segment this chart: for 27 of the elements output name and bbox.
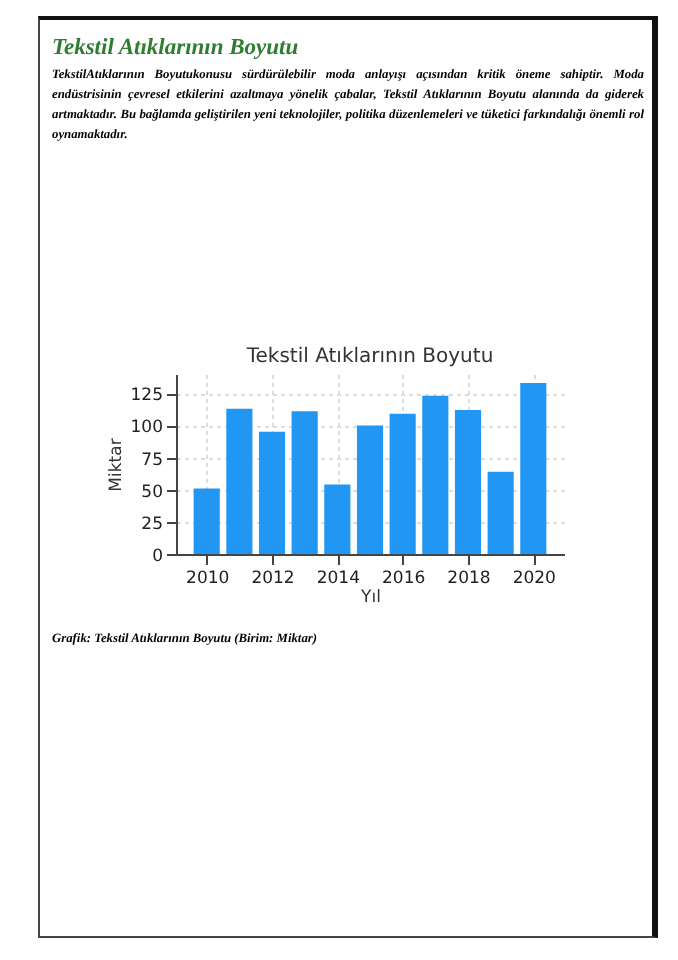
x-axis-title: Yıl bbox=[359, 588, 381, 608]
bar bbox=[258, 431, 286, 554]
y-tick-label: 50 bbox=[141, 482, 163, 503]
bar bbox=[356, 425, 384, 554]
x-tick-label: 2020 bbox=[512, 569, 556, 589]
y-tick-label: 75 bbox=[141, 450, 163, 471]
y-tick-label: 125 bbox=[130, 386, 163, 407]
x-tick-label: 2010 bbox=[186, 569, 230, 589]
y-tick-label: 25 bbox=[141, 514, 163, 535]
y-axis-title: Miktar bbox=[106, 437, 127, 492]
x-tick-label: 2016 bbox=[382, 569, 426, 589]
bar bbox=[487, 471, 514, 554]
bar bbox=[389, 413, 416, 554]
bar bbox=[422, 395, 449, 554]
bar bbox=[324, 484, 351, 554]
x-tick-label: 2018 bbox=[447, 569, 491, 589]
bar bbox=[291, 411, 318, 554]
x-tick-label: 2012 bbox=[251, 569, 295, 589]
y-tick-label: 100 bbox=[130, 418, 163, 439]
chart-title: Tekstil Atıklarının Boyutu bbox=[244, 346, 494, 368]
x-tick-label: 2014 bbox=[316, 569, 360, 589]
bar bbox=[226, 408, 253, 554]
bar bbox=[520, 383, 547, 554]
bar bbox=[454, 410, 482, 554]
y-tick-label: 0 bbox=[152, 547, 163, 567]
bar bbox=[193, 488, 220, 554]
text: Tekstil Atıklarının Boyutu bbox=[52, 36, 299, 60]
